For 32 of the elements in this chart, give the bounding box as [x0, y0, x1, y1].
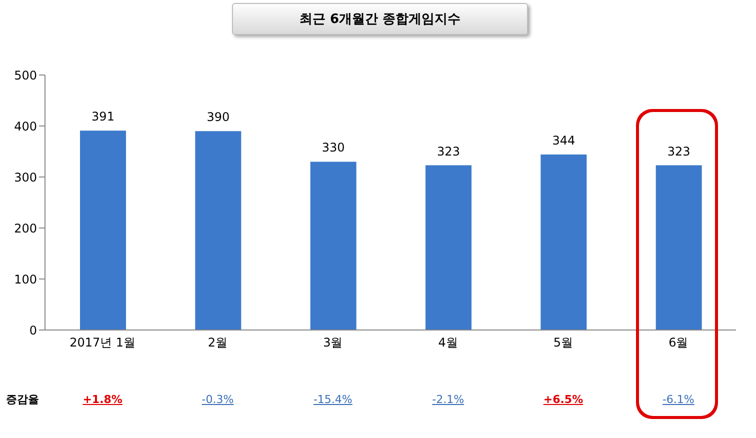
text: +6.5% — [542, 393, 584, 406]
chart-title: 최근 6개월간 종합게임지수 — [232, 3, 528, 35]
x-tick-label: 4월 — [438, 336, 458, 350]
data-label: 323 — [437, 144, 460, 158]
text: -0.3% — [200, 393, 235, 406]
data-label: 344 — [552, 134, 576, 148]
text: +1.8% — [82, 393, 124, 406]
text: -6.1% — [661, 393, 696, 406]
data-label: 390 — [206, 110, 230, 124]
y-tick-label: 500 — [14, 68, 37, 82]
x-tick-label: 6월 — [668, 336, 688, 350]
text: 증감율 — [6, 392, 39, 407]
y-tick-label: 400 — [14, 119, 37, 134]
bar — [310, 162, 356, 330]
data-label: 323 — [667, 144, 690, 158]
bar — [195, 131, 242, 330]
x-tick-label: 3월 — [323, 336, 343, 350]
bar — [540, 154, 587, 330]
text: -15.4% — [312, 393, 354, 406]
y-tick-label: 200 — [14, 221, 37, 236]
data-label: 330 — [322, 140, 345, 155]
y-tick-label: 300 — [14, 170, 37, 184]
y-tick-label: 0 — [29, 323, 37, 338]
bar — [80, 130, 126, 330]
x-tick-label: 5월 — [553, 336, 574, 350]
x-tick-label: 2017년 1월 — [70, 336, 136, 350]
y-tick-label: 100 — [14, 272, 37, 286]
bar — [426, 165, 472, 330]
x-tick-label: 2월 — [208, 336, 228, 350]
data-label: 391 — [92, 110, 114, 124]
text: -2.1% — [431, 393, 466, 406]
bar — [656, 165, 702, 330]
